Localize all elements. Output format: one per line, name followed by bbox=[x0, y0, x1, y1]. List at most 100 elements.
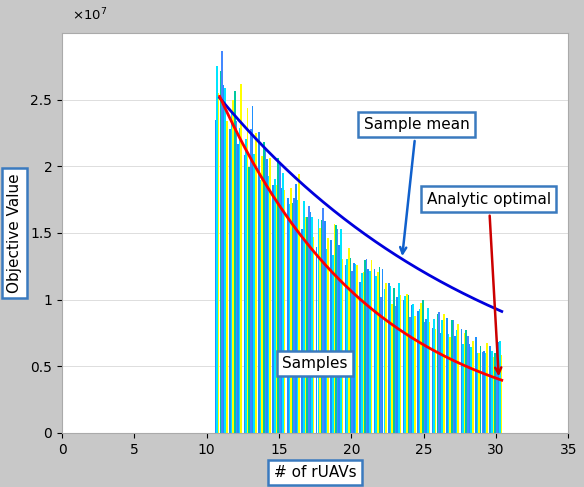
Bar bbox=[371, 260, 372, 433]
Bar bbox=[276, 185, 277, 433]
Bar bbox=[377, 272, 378, 433]
Y-axis label: Objective Value: Objective Value bbox=[7, 173, 22, 293]
Bar bbox=[226, 121, 228, 433]
Bar bbox=[308, 206, 310, 433]
Bar bbox=[307, 217, 308, 433]
Bar bbox=[253, 154, 255, 433]
Bar bbox=[438, 312, 440, 433]
Bar bbox=[223, 85, 224, 433]
Bar bbox=[331, 240, 332, 433]
Bar bbox=[451, 320, 453, 433]
Bar bbox=[477, 353, 478, 433]
Bar bbox=[303, 201, 305, 433]
Bar bbox=[461, 329, 462, 433]
Bar bbox=[235, 121, 237, 433]
Bar bbox=[221, 51, 223, 433]
Bar bbox=[493, 357, 494, 433]
Bar bbox=[318, 219, 319, 433]
Bar bbox=[397, 297, 398, 433]
Bar bbox=[412, 304, 414, 433]
Bar bbox=[363, 272, 364, 433]
Bar bbox=[472, 341, 474, 433]
Bar bbox=[258, 132, 260, 433]
Bar bbox=[390, 286, 391, 433]
Bar bbox=[287, 198, 288, 433]
Bar bbox=[316, 247, 318, 433]
Bar bbox=[425, 319, 427, 433]
Bar bbox=[417, 311, 419, 433]
Bar bbox=[250, 130, 252, 433]
Bar bbox=[453, 319, 454, 433]
Bar bbox=[483, 351, 485, 433]
Bar bbox=[255, 133, 256, 433]
Bar bbox=[462, 344, 464, 433]
Bar bbox=[486, 343, 488, 433]
Bar bbox=[252, 106, 253, 433]
Bar bbox=[322, 208, 324, 433]
Bar bbox=[406, 294, 408, 433]
Bar bbox=[248, 168, 250, 433]
Bar bbox=[359, 282, 361, 433]
Bar bbox=[435, 329, 436, 433]
Bar bbox=[376, 276, 377, 433]
Bar bbox=[457, 324, 459, 433]
Bar bbox=[369, 271, 371, 433]
Bar bbox=[298, 174, 300, 433]
Bar bbox=[245, 139, 247, 433]
Bar bbox=[269, 158, 271, 433]
Bar bbox=[391, 304, 393, 433]
Bar bbox=[446, 318, 448, 433]
Bar bbox=[352, 271, 353, 433]
Bar bbox=[443, 314, 444, 433]
X-axis label: # of rUAVs: # of rUAVs bbox=[274, 465, 356, 480]
Bar bbox=[279, 162, 280, 433]
Bar bbox=[277, 158, 279, 433]
Bar bbox=[480, 346, 481, 433]
Bar bbox=[469, 344, 470, 433]
Bar bbox=[348, 248, 350, 433]
Text: Samples: Samples bbox=[283, 356, 348, 371]
Bar bbox=[467, 336, 468, 433]
Bar bbox=[465, 330, 467, 433]
Text: $\times10^7$: $\times10^7$ bbox=[72, 6, 107, 23]
Bar bbox=[313, 237, 314, 433]
Bar bbox=[224, 88, 226, 433]
Bar bbox=[241, 84, 242, 433]
Bar bbox=[411, 305, 412, 433]
Bar bbox=[464, 333, 465, 433]
Bar bbox=[491, 351, 493, 433]
Bar bbox=[440, 333, 442, 433]
Bar bbox=[220, 71, 221, 433]
Bar bbox=[346, 259, 348, 433]
Bar bbox=[237, 144, 239, 433]
Bar bbox=[432, 328, 433, 433]
Bar bbox=[409, 317, 411, 433]
Bar bbox=[501, 355, 502, 433]
Bar bbox=[239, 128, 241, 433]
Bar bbox=[215, 120, 216, 433]
Bar bbox=[361, 273, 363, 433]
Bar bbox=[216, 66, 218, 433]
Bar bbox=[310, 212, 311, 433]
Bar bbox=[321, 220, 322, 433]
Bar bbox=[485, 353, 486, 433]
Bar bbox=[345, 265, 346, 433]
Bar bbox=[319, 228, 321, 433]
Bar bbox=[339, 245, 340, 433]
Bar bbox=[354, 264, 356, 433]
Bar bbox=[268, 175, 269, 433]
Bar bbox=[489, 346, 491, 433]
Bar bbox=[384, 289, 385, 433]
Bar bbox=[297, 201, 298, 433]
Text: Sample mean: Sample mean bbox=[363, 117, 470, 253]
Bar bbox=[422, 300, 423, 433]
Bar bbox=[482, 352, 483, 433]
Bar bbox=[433, 319, 435, 433]
Bar bbox=[399, 295, 401, 433]
Bar bbox=[335, 225, 337, 433]
Bar bbox=[284, 190, 286, 433]
Bar bbox=[404, 296, 406, 433]
Bar bbox=[408, 295, 409, 433]
Bar bbox=[263, 142, 265, 433]
Bar bbox=[305, 217, 306, 433]
